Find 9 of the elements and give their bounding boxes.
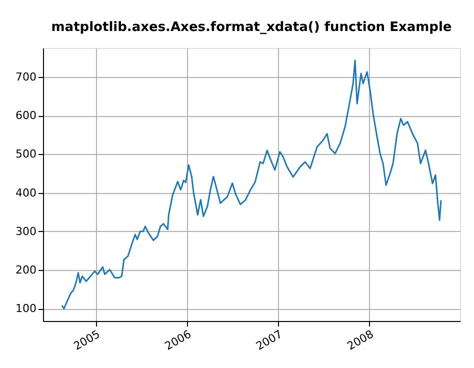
y-tick-label: 600 xyxy=(16,109,36,122)
y-tick-label: 100 xyxy=(16,302,36,316)
chart-title: matplotlib.axes.Axes.format_xdata() function Example xyxy=(51,20,452,35)
y-tick-label: 400 xyxy=(16,186,36,200)
y-tick-label: 700 xyxy=(16,70,36,84)
y-tick-label: 200 xyxy=(16,264,36,277)
y-tick-label: 300 xyxy=(16,224,36,238)
y-tick-label: 500 xyxy=(16,148,36,161)
line-series xyxy=(61,60,442,310)
